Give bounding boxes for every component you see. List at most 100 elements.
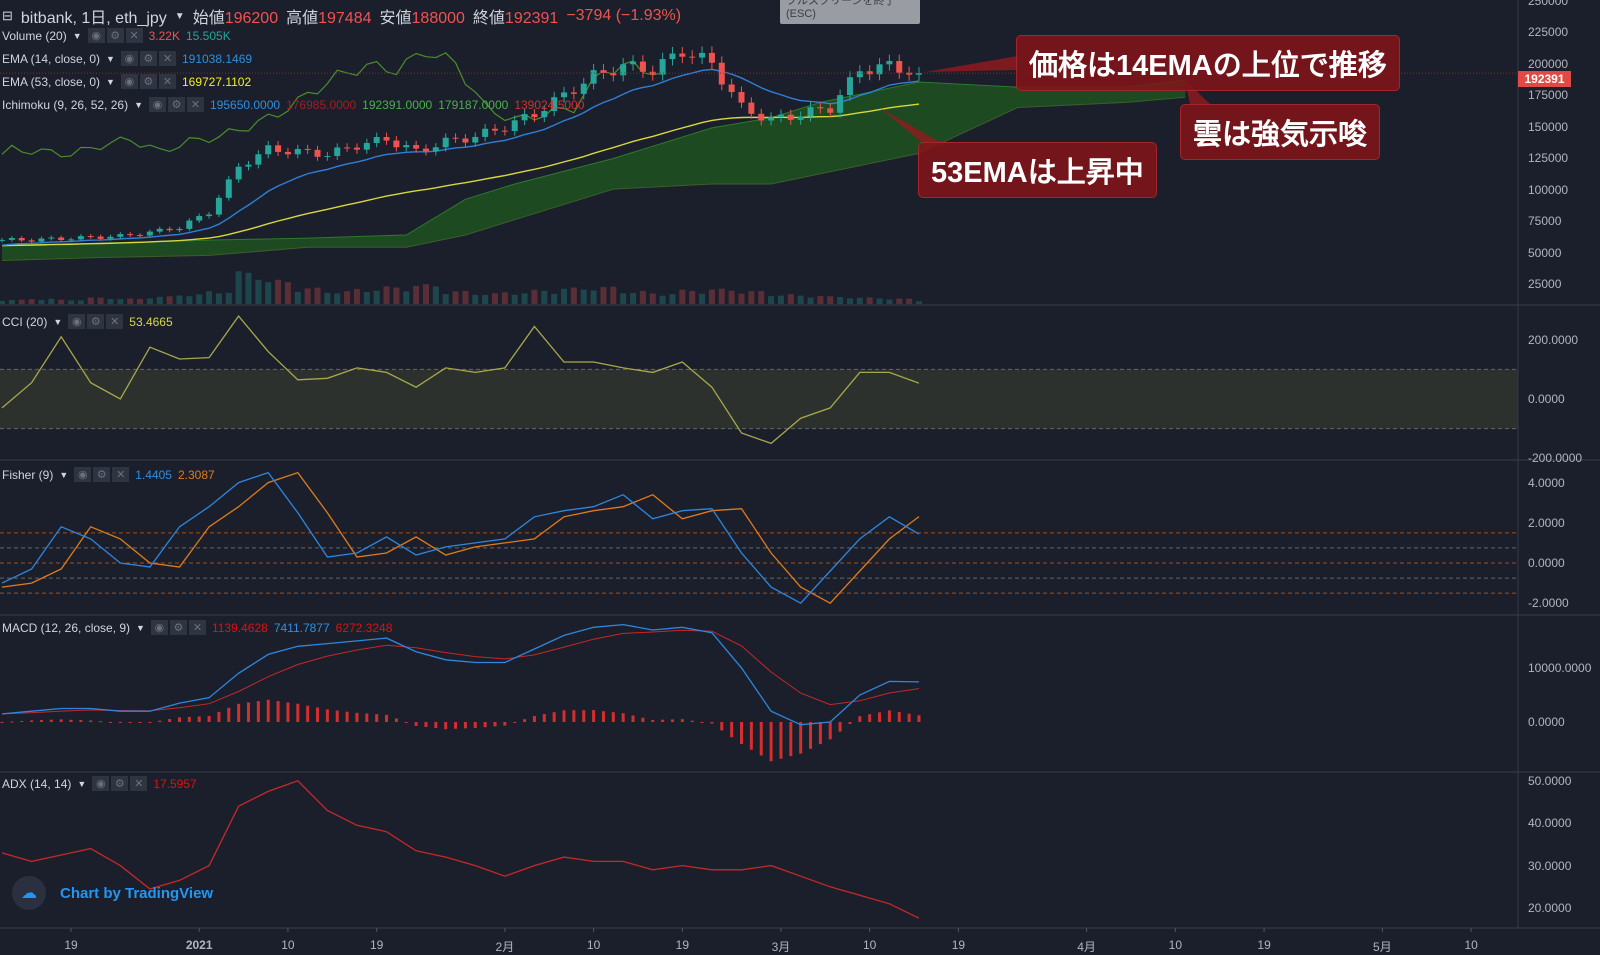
legend-ema53-name[interactable]: EMA (53, close, 0) [2,74,101,89]
candle[interactable] [442,133,449,152]
candle[interactable] [265,141,272,159]
adx-axis-label[interactable]: 30.0000 [1528,858,1572,873]
tradingview-watermark[interactable]: ☁ Chart by TradingView [12,876,213,910]
candle[interactable] [906,66,913,81]
time-axis-label[interactable]: 10 [1168,938,1183,952]
gear-icon[interactable]: ⚙ [87,314,105,329]
chevron-down-icon[interactable]: ▼ [174,10,185,22]
close-icon[interactable]: ✕ [158,51,176,66]
candle[interactable] [649,65,656,81]
eye-icon[interactable]: ◉ [120,51,138,66]
candle[interactable] [68,237,75,242]
candle[interactable] [255,150,262,169]
legend-cci[interactable]: CCI (20) ▼ ◉ ⚙ ✕ 53.4665 [2,314,173,329]
chevron-down-icon[interactable]: ▼ [136,622,145,633]
candle[interactable] [353,143,360,154]
candle[interactable] [137,233,144,238]
adx-axis-label[interactable]: 50.0000 [1528,773,1572,788]
eye-icon[interactable]: ◉ [92,776,110,791]
eye-icon[interactable]: ◉ [150,620,168,635]
eye-icon[interactable]: ◉ [120,74,138,89]
candle[interactable] [422,144,429,156]
macd-axis-label[interactable]: 10000.0000 [1528,660,1592,675]
candle[interactable] [215,194,222,218]
close-icon[interactable]: ✕ [158,74,176,89]
candle[interactable] [225,175,232,201]
gear-icon[interactable]: ⚙ [93,467,111,482]
annotation-ema53[interactable]: 53EMAは上昇中 [918,142,1157,198]
candle[interactable] [452,133,459,143]
candle[interactable] [294,144,301,159]
legend-ichimoku-name[interactable]: Ichimoku (9, 26, 52, 26) [2,97,129,112]
candle[interactable] [876,58,883,81]
candle[interactable] [275,141,282,157]
gear-icon[interactable]: ⚙ [169,620,187,635]
legend-fisher[interactable]: Fisher (9) ▼ ◉ ⚙ ✕ 1.4405 2.3087 [2,467,215,482]
candle[interactable] [541,105,548,123]
candle[interactable] [679,46,686,64]
candle[interactable] [28,238,35,244]
candle[interactable] [600,64,607,79]
time-axis-label[interactable]: 19 [64,938,78,952]
candle[interactable] [758,108,765,126]
gear-icon[interactable]: ⚙ [111,776,129,791]
candle[interactable] [18,236,25,243]
candle[interactable] [403,140,410,152]
candle[interactable] [630,55,637,71]
candle[interactable] [551,91,558,117]
candle[interactable] [501,126,508,136]
fisher-axis-label[interactable]: 4.0000 [1528,475,1565,490]
chevron-down-icon[interactable]: ▼ [77,778,87,789]
annotation-cloud[interactable]: 雲は強気示唆 [1180,104,1381,160]
candle[interactable] [127,232,134,238]
adx-axis-label[interactable]: 40.0000 [1528,816,1572,831]
candle[interactable] [817,101,824,114]
candle[interactable] [314,145,321,161]
chevron-down-icon[interactable]: ▼ [59,469,69,480]
legend-volume-name[interactable]: Volume (20) [2,28,67,43]
close-icon[interactable]: ✕ [112,467,130,482]
candle[interactable] [659,52,666,81]
candle[interactable] [413,140,420,153]
price-axis-label[interactable]: 125000 [1528,151,1569,165]
legend-ema14-name[interactable]: EMA (14, close, 0) [2,51,101,66]
candle[interactable] [107,234,114,241]
candle[interactable] [235,162,242,183]
candle[interactable] [866,65,873,81]
price-axis-label[interactable]: 175000 [1528,88,1569,102]
collapse-icon[interactable]: ⊟ [2,8,13,23]
price-axis-label[interactable]: 25000 [1528,277,1562,291]
legend-ichimoku[interactable]: Ichimoku (9, 26, 52, 26) ▼ ◉ ⚙ ✕ 195650.0000… [2,97,584,112]
price-axis-label[interactable]: 75000 [1528,214,1562,228]
fisher-axis-label[interactable]: 0.0000 [1528,556,1565,570]
close-icon[interactable]: ✕ [125,28,143,43]
candle[interactable] [837,89,844,118]
time-axis-label[interactable]: 2月 [495,940,515,954]
candle[interactable] [689,50,696,65]
candle[interactable] [521,109,528,126]
adx-axis-label[interactable]: 20.0000 [1528,901,1572,915]
candle[interactable] [915,67,922,81]
legend-fisher-name[interactable]: Fisher (9) [2,467,54,482]
candle[interactable] [846,71,853,101]
chevron-down-icon[interactable]: ▼ [134,99,143,110]
candle[interactable] [580,77,587,100]
candle[interactable] [58,235,65,242]
time-axis-label[interactable]: 10 [281,938,295,952]
candle[interactable] [166,226,173,233]
candle[interactable] [807,101,814,122]
time-axis-label[interactable]: 10 [1464,938,1478,952]
cci-axis-label[interactable]: 200.0000 [1528,332,1579,347]
chevron-down-icon[interactable]: ▼ [106,53,115,64]
candle[interactable] [117,232,124,239]
legend-adx-name[interactable]: ADX (14, 14) [2,776,72,791]
candle[interactable] [827,103,834,118]
candle[interactable] [196,213,203,223]
candle[interactable] [610,66,617,82]
time-axis-label[interactable]: 5月 [1373,940,1392,954]
macd-axis-label[interactable]: 0.0000 [1528,715,1565,729]
close-icon[interactable]: ✕ [187,97,204,112]
price-axis-label[interactable]: 200000 [1528,56,1569,71]
legend-cci-name[interactable]: CCI (20) [2,314,48,329]
candle[interactable] [432,143,439,156]
